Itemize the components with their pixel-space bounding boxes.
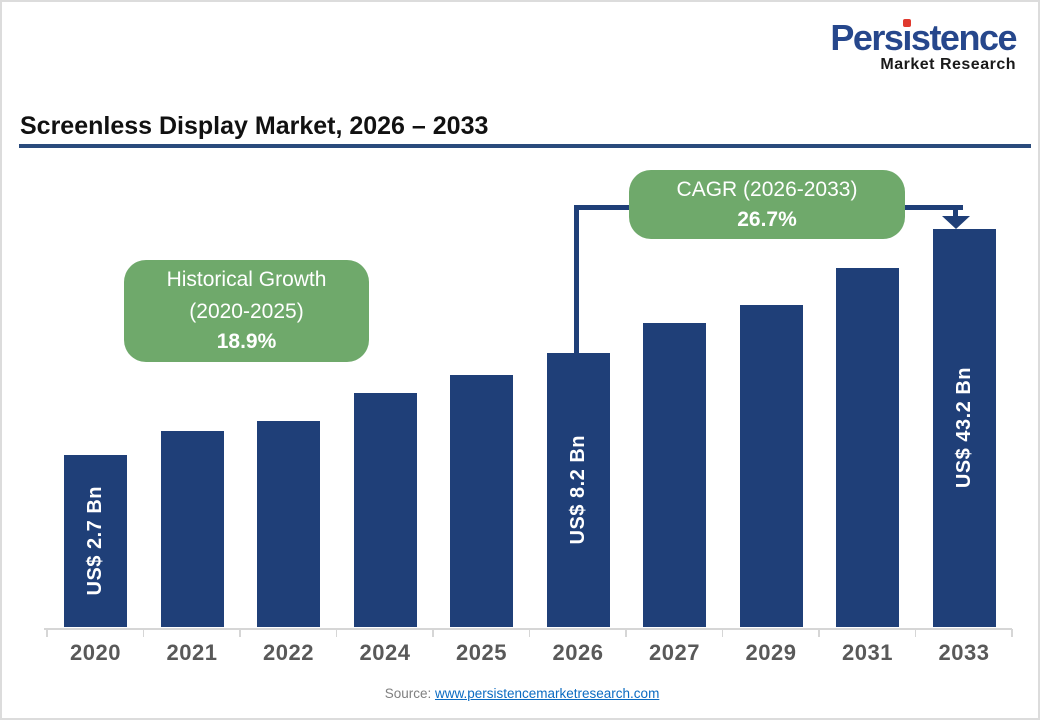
axis-tick [432, 629, 434, 637]
bar-2029 [739, 305, 803, 627]
bar-2027 [643, 323, 706, 627]
source-link[interactable]: www.persistencemarketresearch.com [434, 686, 660, 701]
cagr-value: 26.7% [737, 208, 797, 232]
x-axis-label-2022: 2022 [263, 640, 314, 665]
axis-tick [335, 629, 337, 637]
bar-2026: US$ 8.2 Bn [546, 353, 610, 627]
x-axis-label-2033: 2033 [938, 640, 990, 665]
x-axis-label-2026: 2026 [552, 640, 604, 665]
x-axis-label-2024: 2024 [359, 640, 411, 665]
x-axis-label-2020: 2020 [70, 640, 121, 665]
axis-tick [818, 629, 820, 637]
bar-value-label-2020: US$ 2.7 Bn [84, 486, 106, 596]
bar-value-label-2026: US$ 8.2 Bn [566, 435, 589, 545]
source-line: Source: www.persistencemarketresearch.co… [2, 686, 1038, 701]
x-axis-label-2031: 2031 [842, 640, 893, 665]
historical-growth-annotation: Historical Growth (2020-2025) 18.9% [124, 260, 369, 362]
bar-2024 [353, 393, 417, 627]
x-axis-line [44, 628, 1012, 630]
axis-tick [721, 629, 723, 637]
bar-2025 [450, 375, 513, 627]
historical-growth-line2: (2020-2025) [189, 299, 304, 323]
logo-brand-prefix: Pers [830, 17, 904, 58]
x-axis-label-2025: 2025 [456, 640, 507, 665]
cagr-connector-vertical-right [953, 205, 958, 217]
axis-tick [914, 629, 916, 637]
cagr-arrow-down-icon [942, 216, 970, 229]
logo: Persı stence Market Research [830, 17, 1018, 73]
axis-tick [625, 629, 627, 637]
historical-growth-line1: Historical Growth [166, 268, 327, 292]
page-title: Screenless Display Market, 2026 – 2033 [20, 112, 489, 140]
bar-value-label-2033: US$ 43.2 Bn [952, 367, 975, 489]
source-label: Source: [384, 686, 432, 701]
cagr-line1: CAGR (2026-2033) [676, 177, 858, 201]
axis-tick [528, 629, 530, 637]
x-axis-label-2027: 2027 [649, 640, 700, 665]
axis-tick [239, 629, 241, 637]
cagr-connector-vertical-left [574, 205, 579, 354]
bar-2031 [836, 268, 899, 627]
bar-2021 [160, 431, 224, 627]
bar-2020: US$ 2.7 Bn [64, 455, 127, 627]
logo-subtitle: Market Research [880, 56, 1016, 73]
cagr-annotation: CAGR (2026-2033) 26.7% [629, 170, 905, 239]
logo-i-red-dot-icon: ı [902, 17, 912, 58]
axis-tick [46, 629, 48, 637]
title-underline [19, 144, 1031, 148]
logo-brand: Persı stence [830, 17, 1018, 58]
x-axis-label-2021: 2021 [166, 640, 218, 665]
x-axis-label-2029: 2029 [745, 640, 797, 665]
axis-tick [1011, 629, 1013, 637]
historical-growth-value: 18.9% [216, 330, 277, 354]
axis-tick [142, 629, 144, 637]
bar-2022 [257, 421, 320, 627]
logo-brand-suffix: stence [910, 17, 1018, 58]
bar-2033: US$ 43.2 Bn [932, 229, 996, 627]
